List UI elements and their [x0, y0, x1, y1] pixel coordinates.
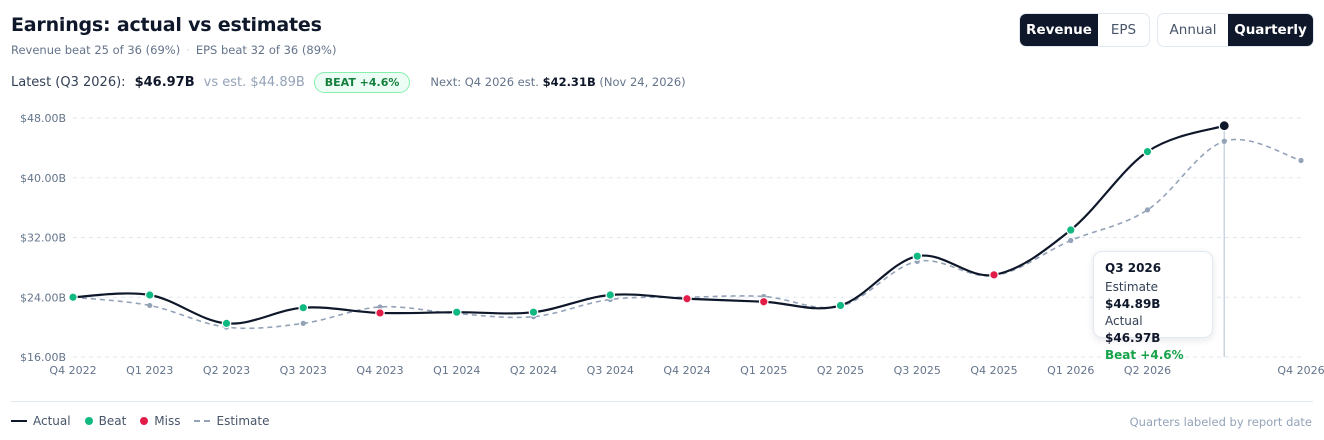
miss-point: [682, 293, 692, 304]
legend-actual-label: Actual: [33, 414, 71, 428]
miss-point: [758, 296, 769, 307]
beat-dot-swatch: [84, 417, 93, 425]
x-tick-label: Q3 2023: [280, 364, 327, 377]
next-report-date: (Nov 24, 2026): [599, 75, 686, 89]
estimate-point: [1068, 237, 1074, 244]
x-tick-label: Q3 2024: [587, 364, 634, 377]
tooltip-actual-row: Actual $46.97B: [1105, 313, 1201, 347]
tooltip-estimate-row: Estimate $44.89B: [1105, 279, 1201, 313]
legend-miss-label: Miss: [154, 414, 181, 428]
page-title: Earnings: actual vs estimates: [11, 14, 322, 36]
legend-beat: Beat: [84, 414, 127, 428]
chart-footnote: Quarters labeled by report date: [1129, 415, 1312, 429]
period-toggle: Annual Quarterly: [1157, 13, 1314, 47]
legend-miss: Miss: [140, 414, 180, 428]
next-estimate-prefix: Next: Q4 2026 est.: [430, 75, 539, 89]
tooltip-estimate-value: $44.89B: [1105, 297, 1161, 311]
y-tick-label: $48.00B: [20, 112, 66, 125]
x-tick-label: Q2 2026: [1124, 364, 1171, 377]
x-tick-label: Q2 2023: [203, 364, 250, 377]
summary-separator: ·: [186, 43, 190, 57]
tooltip-estimate-label: Estimate: [1105, 280, 1159, 294]
eps-beat-summary: EPS beat 32 of 36 (89%): [195, 43, 337, 57]
legend-beat-label: Beat: [98, 414, 127, 428]
revenue-beat-summary: Revenue beat 25 of 36 (69%): [11, 43, 181, 57]
latest-label: Latest (Q3 2026):: [11, 74, 126, 90]
x-tick-label: Q4 2024: [663, 364, 710, 377]
miss-point: [989, 270, 999, 280]
legend-estimate-label: Estimate: [216, 414, 270, 428]
legend-actual: Actual: [11, 414, 71, 428]
beat-point: [912, 251, 923, 261]
beat-point: [605, 290, 616, 300]
beat-point: [835, 300, 846, 311]
tooltip-actual-label: Actual: [1105, 314, 1143, 328]
estimate-point: [1144, 207, 1151, 213]
miss-point: [375, 308, 385, 318]
beat-point: [68, 292, 78, 303]
estimate-point: [300, 320, 306, 326]
x-tick-label: Q3 2025: [894, 364, 941, 377]
metric-toggle: Revenue EPS: [1019, 13, 1150, 47]
x-tick-label: Q1 2024: [433, 364, 480, 377]
x-tick-label: Q4 2025: [970, 364, 1017, 377]
actual-series-line: [72, 124, 1225, 325]
legend-divider: [11, 401, 1313, 402]
beat-point: [451, 307, 462, 317]
x-tick-label: Q4 2023: [356, 364, 403, 377]
latest-actual-point: [1218, 120, 1230, 132]
latest-result-row: Latest (Q3 2026): $46.97B vs est. $44.89…: [11, 71, 686, 93]
x-tick-label: Q1 2026: [1047, 364, 1094, 377]
tooltip-title: Q3 2026: [1105, 261, 1162, 275]
x-tick-label: Q2 2024: [510, 364, 557, 377]
tab-annual[interactable]: Annual: [1169, 22, 1217, 38]
tab-eps[interactable]: EPS: [1110, 22, 1137, 38]
beat-point: [1142, 146, 1153, 157]
x-tick-label: Q2 2025: [817, 364, 864, 377]
latest-estimate: vs est. $44.89B: [203, 74, 305, 90]
legend-estimate: Estimate: [194, 414, 270, 428]
x-tick-label: Q4 2022: [49, 364, 96, 377]
actual-line-swatch: [11, 420, 27, 422]
y-tick-label: $40.00B: [20, 172, 66, 185]
tooltip-actual-value: $46.97B: [1105, 331, 1161, 345]
x-tick-label: Q4 2026: [1277, 364, 1324, 377]
estimate-dash-swatch: [194, 420, 211, 422]
y-tick-label: $32.00B: [20, 232, 66, 245]
estimate-point: [1298, 157, 1304, 164]
estimate-point: [147, 302, 153, 309]
estimate-series-line: [72, 138, 1302, 330]
hover-tooltip: Q3 2026 Estimate $44.89B Actual $46.97B …: [1093, 251, 1213, 362]
beat-point: [144, 290, 155, 300]
beat-point: [528, 307, 539, 317]
x-tick-label: Q1 2023: [126, 364, 173, 377]
tooltip-result: Beat +4.6%: [1105, 348, 1184, 362]
beat-summary: Revenue beat 25 of 36 (69%) · EPS beat 32 …: [11, 43, 336, 57]
chart-legend: Actual Beat Miss Estimate: [11, 414, 284, 428]
y-tick-label: $24.00B: [20, 291, 66, 304]
miss-dot-swatch: [140, 417, 149, 425]
next-estimate-value: $42.31B: [542, 75, 596, 89]
estimate-point: [1221, 138, 1227, 144]
next-estimate: Next: Q4 2026 est. $42.31B (Nov 24, 2026…: [430, 75, 685, 89]
beat-point: [1065, 225, 1076, 235]
y-tick-label: $16.00B: [20, 351, 66, 364]
beat-point: [221, 318, 232, 329]
earnings-chart[interactable]: $16.00B $24.00B $32.00B $40.00B $48.00B Q4 20…: [0, 100, 1324, 385]
beat-point: [298, 302, 309, 313]
latest-actual-value: $46.97B: [134, 74, 195, 90]
beat-badge: BEAT +4.6%: [313, 71, 411, 93]
tab-revenue[interactable]: Revenue: [1020, 14, 1098, 46]
x-tick-label: Q1 2025: [740, 364, 787, 377]
tab-quarterly[interactable]: Quarterly: [1228, 14, 1313, 46]
estimate-point: [377, 304, 383, 310]
